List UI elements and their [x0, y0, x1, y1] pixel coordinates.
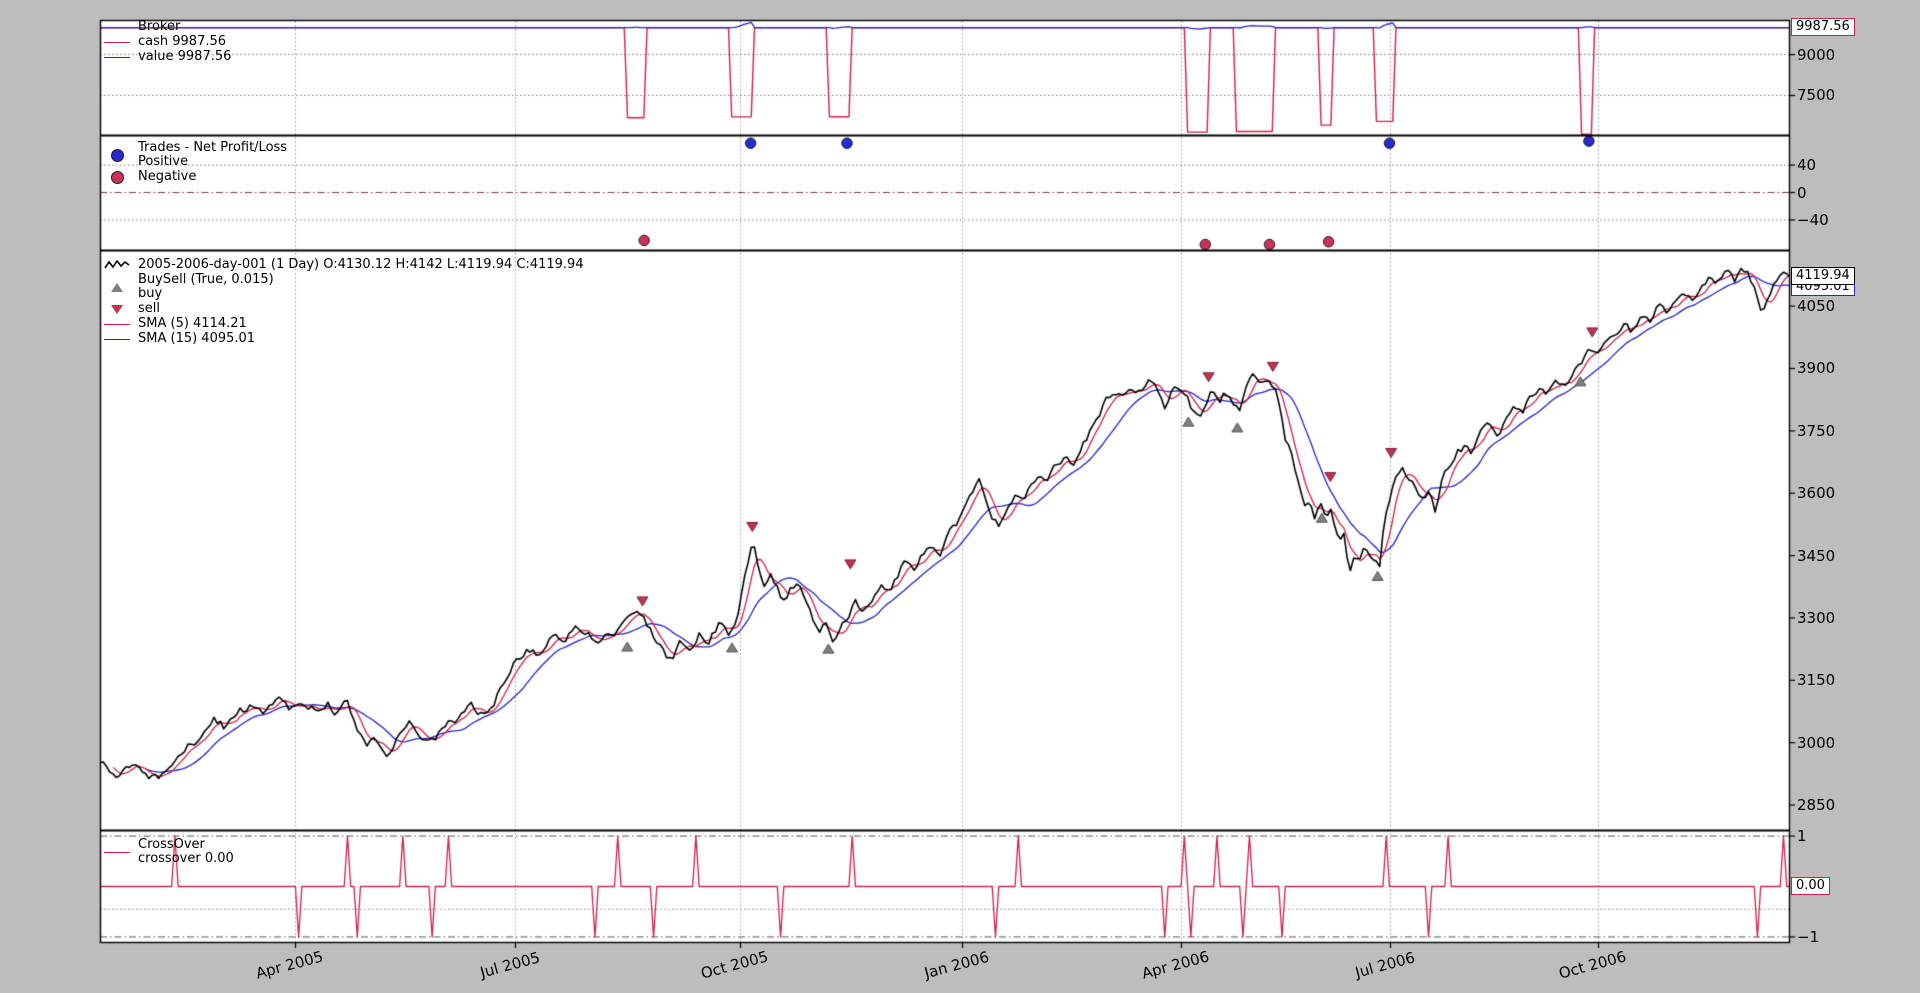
- broker-value-label: value 9987.56: [138, 49, 232, 64]
- broker-legend: Broker cash 9987.56 value 9987.56: [104, 20, 231, 65]
- sma15-label: SMA (15) 4095.01: [138, 331, 256, 346]
- y-tick-label-main: 3750: [1797, 421, 1836, 440]
- y-tick-label-main: 3450: [1797, 546, 1836, 565]
- y-tick-label-trades: 40: [1797, 156, 1817, 175]
- y-tick-label-trades: −40: [1797, 210, 1829, 229]
- trades-positive-row: Trades - Net Profit/Loss Positive: [104, 141, 287, 169]
- y-tick-label-main: 3900: [1797, 359, 1836, 378]
- buy-triangle-icon: [104, 282, 130, 292]
- price-legend: 2005-2006-day-001 (1 Day) O:4130.12 H:41…: [104, 258, 584, 347]
- negative-dot-icon: [104, 170, 130, 184]
- buysell-buy-row: BuySell (True, 0.015) buy: [104, 273, 584, 301]
- broker-legend-title-row: Broker: [104, 20, 231, 34]
- price-series-title: 2005-2006-day-001 (1 Day) O:4130.12 H:41…: [138, 257, 584, 272]
- sma5-label: SMA (5) 4114.21: [138, 316, 247, 331]
- crossover-line-icon: [104, 851, 130, 853]
- broker-cash-tag: 9987.56: [1791, 18, 1855, 36]
- y-tick-label-main: 3150: [1797, 671, 1836, 690]
- buysell-sell-row: sell: [104, 302, 584, 316]
- close-price-tag: 4119.94: [1791, 267, 1855, 285]
- buysell-title: BuySell (True, 0.015): [138, 272, 274, 287]
- broker-cash-label: cash 9987.56: [138, 34, 227, 49]
- crossover-row: CrossOver crossover 0.00: [104, 838, 234, 866]
- crossover-legend: CrossOver crossover 0.00: [104, 838, 234, 867]
- value-line-icon: [104, 56, 130, 58]
- price-series-row: 2005-2006-day-001 (1 Day) O:4130.12 H:41…: [104, 258, 584, 272]
- sell-triangle-icon: [104, 304, 130, 314]
- y-tick-label-main: 3000: [1797, 733, 1836, 752]
- sma5-row: SMA (5) 4114.21: [104, 317, 584, 331]
- y-tick-label-main: 3300: [1797, 608, 1836, 627]
- sma15-row: SMA (15) 4095.01: [104, 332, 584, 346]
- y-tick-label-broker: 9000: [1797, 45, 1836, 64]
- sell-label: sell: [138, 301, 160, 316]
- cash-line-icon: [104, 41, 130, 43]
- y-tick-label-main: 2850: [1797, 796, 1836, 815]
- y-tick-label-main: 3600: [1797, 484, 1836, 503]
- price-line-icon: [104, 259, 130, 271]
- broker-cash-row: cash 9987.56: [104, 35, 231, 49]
- trades-legend: Trades - Net Profit/Loss Positive Negati…: [104, 141, 287, 185]
- crossover-title: CrossOver: [138, 837, 205, 852]
- trades-negative-row: Negative: [104, 170, 287, 184]
- broker-value-row: value 9987.56: [104, 50, 231, 64]
- y-tick-label-cross: −1: [1797, 927, 1820, 946]
- y-tick-label-main: 4050: [1797, 297, 1836, 316]
- broker-legend-title: Broker: [138, 19, 181, 34]
- positive-dot-icon: [104, 148, 130, 162]
- sma15-line-icon: [104, 338, 130, 340]
- trades-negative-label: Negative: [138, 169, 197, 184]
- trades-positive-label: Positive: [138, 154, 189, 169]
- sma5-line-icon: [104, 323, 130, 325]
- y-tick-label-trades: 0: [1797, 183, 1807, 202]
- y-tick-label-broker: 7500: [1797, 86, 1836, 105]
- y-tick-label-cross: 1: [1797, 827, 1807, 846]
- crossover-tag: 0.00: [1791, 877, 1830, 895]
- trades-legend-title: Trades - Net Profit/Loss: [138, 140, 288, 155]
- crossover-sub-label: crossover 0.00: [138, 851, 234, 866]
- buy-label: buy: [138, 286, 163, 301]
